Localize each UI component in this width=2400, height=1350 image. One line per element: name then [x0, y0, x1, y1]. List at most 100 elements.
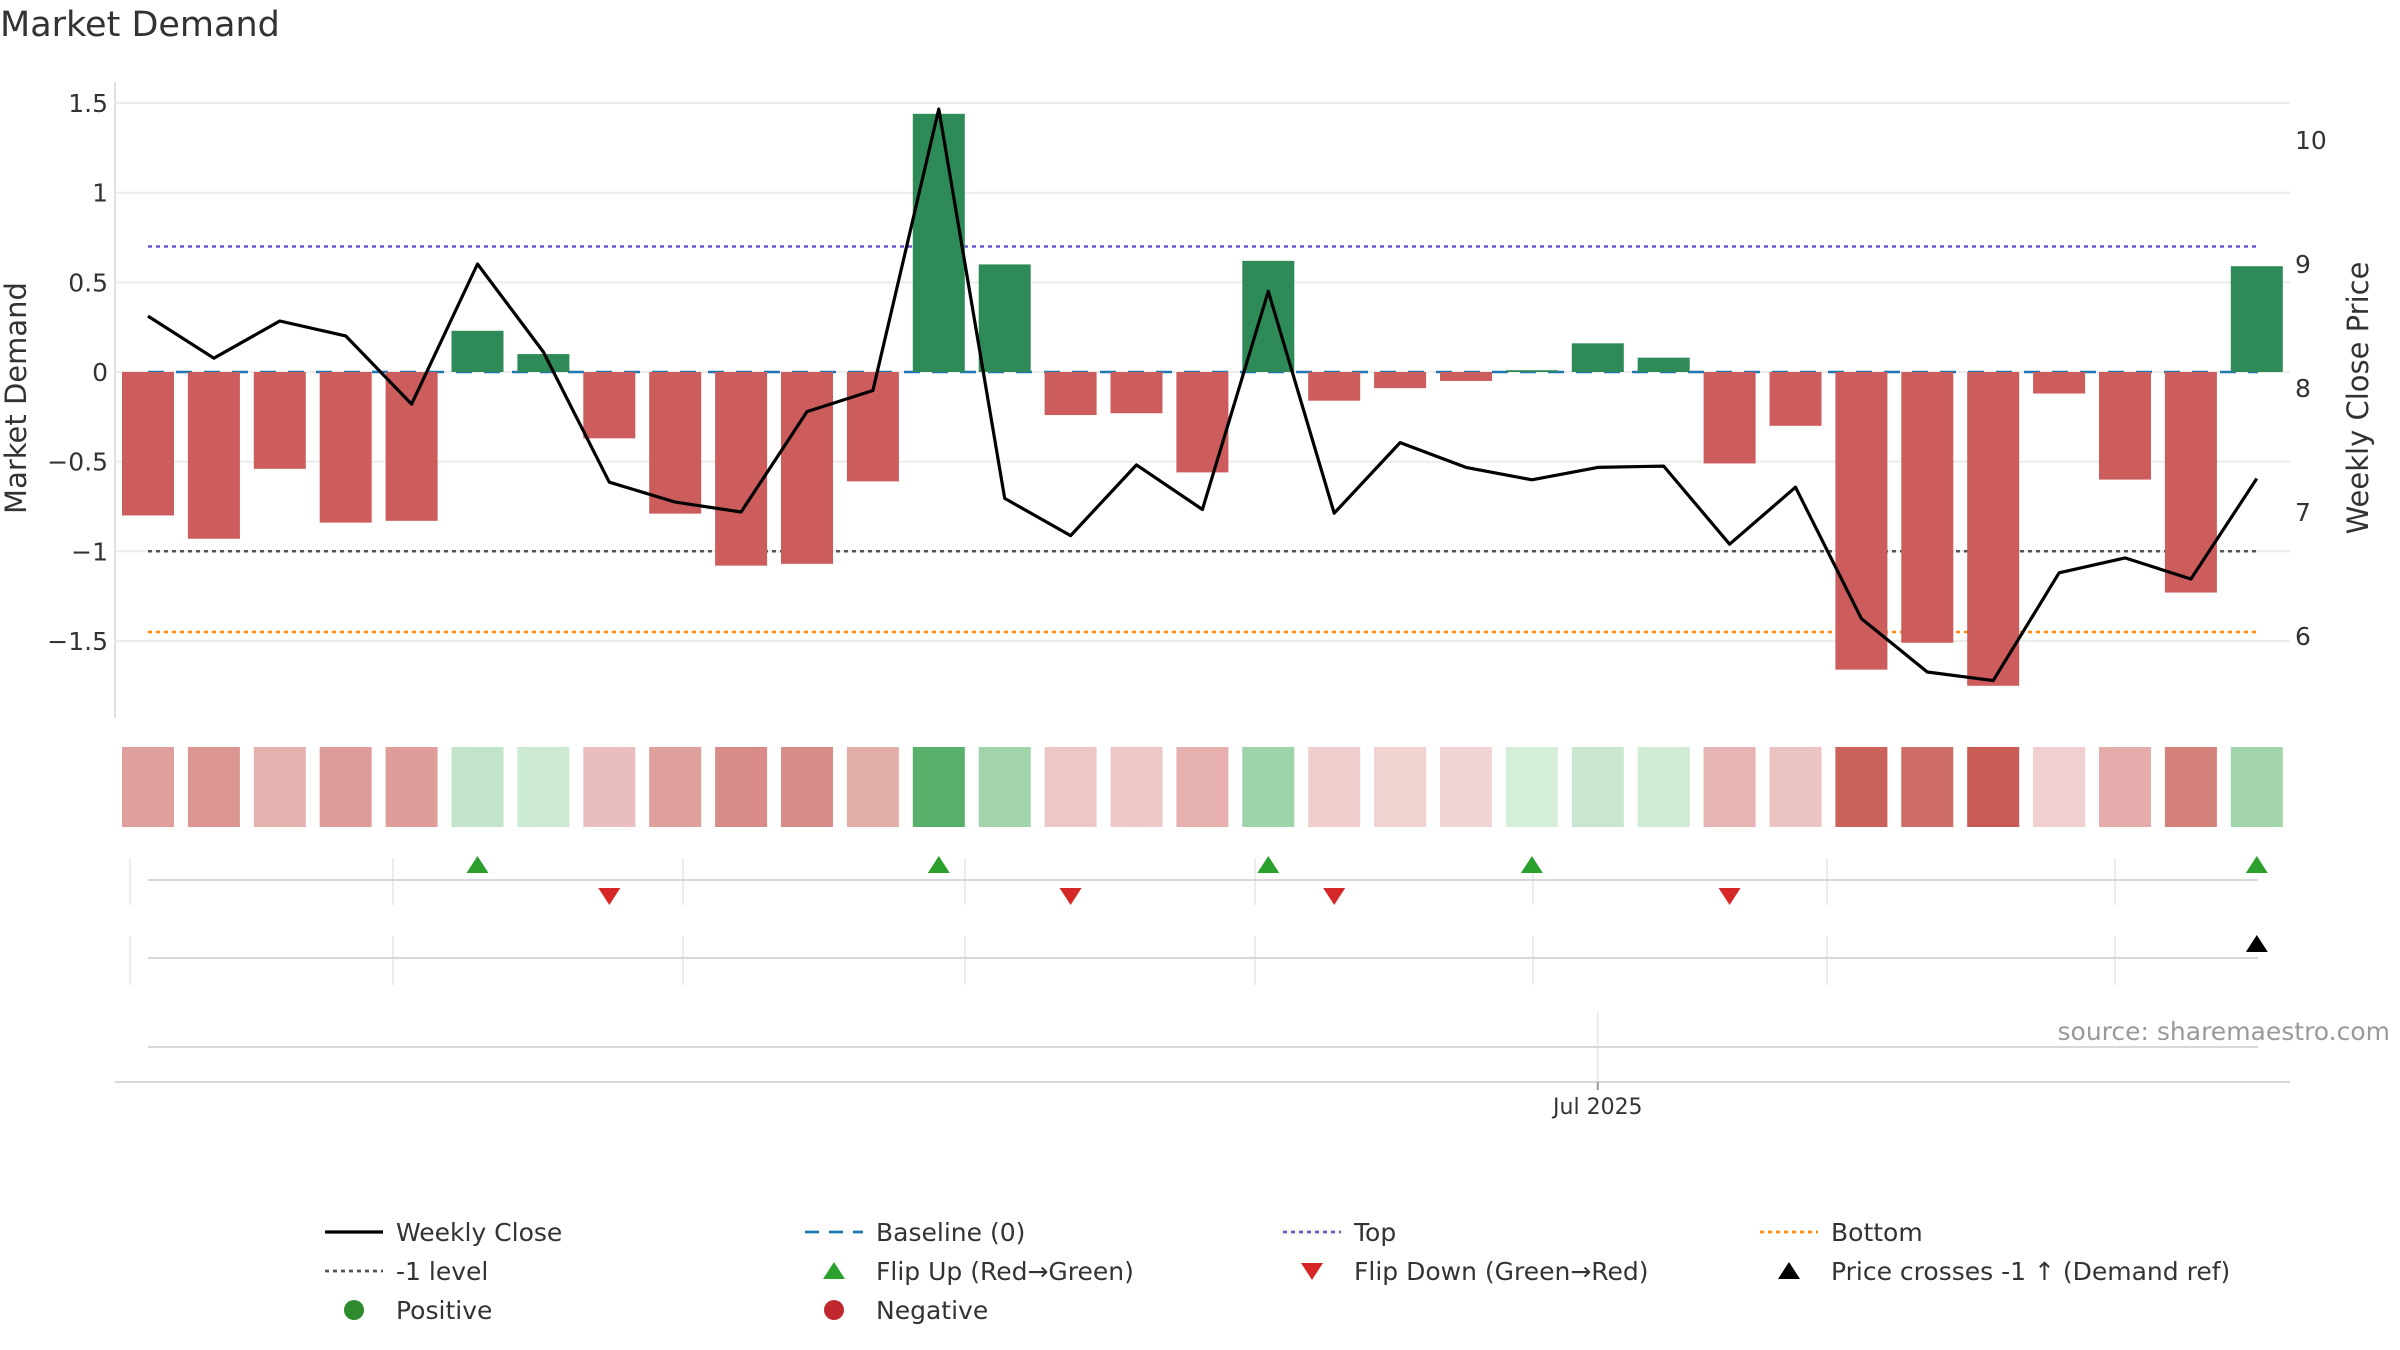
heat-cell [2033, 747, 2086, 827]
legend-label: Positive [396, 1296, 492, 1325]
heat-cell [1242, 747, 1295, 827]
heat-cell [122, 747, 174, 827]
heat-cell [1703, 747, 1756, 827]
demand-bar [781, 372, 833, 564]
y-axis-label: Market Demand [0, 282, 33, 514]
heat-cell [846, 747, 899, 827]
heat-cell [517, 747, 570, 827]
demand-bar [517, 354, 570, 372]
demand-bar [2164, 372, 2217, 593]
demand-bar [1769, 372, 1822, 426]
flip-up-marker [1257, 856, 1280, 873]
heat-cell [319, 747, 372, 827]
y-tick-label: −1 [71, 537, 108, 566]
legend-label: Flip Up (Red→Green) [876, 1257, 1134, 1286]
legend-label: Weekly Close [396, 1218, 562, 1247]
weekly-close-series [147, 107, 2259, 683]
legend-label: Bottom [1831, 1218, 1923, 1247]
demand-bar [1110, 372, 1163, 414]
demand-bar [912, 113, 965, 373]
y2-axis-label: Weekly Close Price [2341, 262, 2375, 535]
demand-bar [1703, 372, 1756, 464]
flip-up-marker [2245, 856, 2268, 873]
heat-cell [1769, 747, 1822, 827]
y2-tick-label: 8 [2295, 374, 2311, 403]
legend-item: Bottom [1760, 1218, 1923, 1247]
demand-bar [1505, 370, 1558, 372]
x-tick-label: Jul 2025 [1551, 1095, 1643, 1120]
y-tick-label: 1 [92, 179, 108, 208]
demand-bar [1308, 372, 1361, 401]
demand-bar [583, 372, 636, 439]
heat-cell [649, 747, 702, 827]
demand-bar [1176, 372, 1229, 473]
demand-bar [385, 372, 438, 521]
flip-markers-panel [129, 856, 2268, 905]
heat-cell [1571, 747, 1624, 827]
legend-item: Top [1283, 1218, 1396, 1247]
heat-cell [1835, 747, 1888, 827]
demand-bar [1967, 372, 2020, 686]
heat-cell [912, 747, 965, 827]
legend-item: Flip Down (Green→Red) [1301, 1257, 1649, 1286]
heat-cell [187, 747, 240, 827]
flip-down-marker [1718, 888, 1741, 905]
y-axis-right: 10 9 8 7 6 [2295, 126, 2327, 651]
legend-label: Flip Down (Green→Red) [1354, 1257, 1649, 1286]
legend-item: Price crosses -1 ↑ (Demand ref) [1778, 1257, 2230, 1286]
heat-cell [1967, 747, 2020, 827]
demand-bar [122, 372, 174, 516]
demand-bar [1571, 343, 1624, 372]
demand-bar [1637, 357, 1690, 372]
demand-bar [2230, 266, 2283, 372]
heat-cell [385, 747, 438, 827]
flip-down-marker [598, 888, 621, 905]
legend-label: Top [1353, 1218, 1396, 1247]
heat-cell [978, 747, 1031, 827]
heat-cell [583, 747, 636, 827]
demand-bar [253, 372, 306, 469]
flip-down-marker [1059, 888, 1082, 905]
heat-cell [715, 747, 768, 827]
flip-up-marker [466, 856, 489, 873]
y-tick-label: 0 [92, 358, 108, 387]
legend-swatch-triangle-up [823, 1262, 845, 1279]
heat-cell [451, 747, 504, 827]
price-cross-marker [2245, 935, 2268, 952]
heat-cell [1308, 747, 1361, 827]
heat-cell [1176, 747, 1229, 827]
heat-cell [1505, 747, 1558, 827]
demand-bar [715, 372, 768, 566]
legend-label: Negative [876, 1296, 988, 1325]
chart-title: Market Demand [0, 5, 280, 45]
legend-swatch-triangle-down [1301, 1263, 1323, 1280]
legend-item: Flip Up (Red→Green) [823, 1257, 1134, 1286]
legend-label: Baseline (0) [876, 1218, 1025, 1247]
heat-cell [1044, 747, 1097, 827]
demand-bar [2099, 372, 2151, 480]
demand-bar [1901, 372, 1954, 643]
timeline-panel [115, 1012, 2290, 1090]
heat-cell [1374, 747, 1427, 827]
y2-tick-label: 6 [2295, 622, 2311, 651]
demand-bar [1835, 372, 1888, 670]
legend-item: -1 level [325, 1257, 488, 1286]
demand-bar [319, 372, 372, 523]
legend-label: Price crosses -1 ↑ (Demand ref) [1831, 1257, 2230, 1286]
demand-bar [2033, 372, 2086, 394]
legend-item: Baseline (0) [805, 1218, 1025, 1247]
demand-bar [1044, 372, 1097, 416]
y-tick-label: 1.5 [68, 89, 108, 118]
demand-bar [1374, 372, 1427, 389]
y-tick-label: −1.5 [47, 627, 108, 656]
legend-swatch-triangle-up [1778, 1262, 1800, 1279]
legend-item: Negative [824, 1296, 988, 1325]
flip-up-marker [927, 856, 950, 873]
demand-bar [1440, 372, 1492, 381]
heat-cell [1440, 747, 1492, 827]
flip-up-marker [1520, 856, 1543, 873]
heat-cell [781, 747, 833, 827]
demand-heat-strip [122, 747, 2283, 827]
source-label: source: sharemaestro.com [2058, 1017, 2391, 1046]
